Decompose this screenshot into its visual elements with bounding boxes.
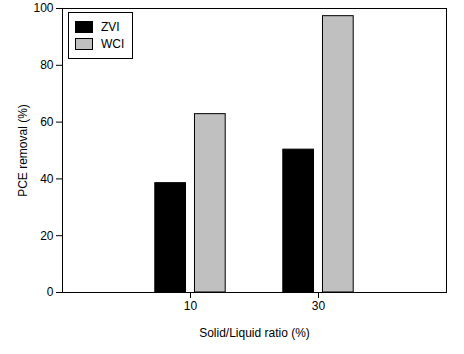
- svg-text:100: 100: [33, 1, 53, 15]
- svg-text:Solid/Liquid ratio (%): Solid/Liquid ratio (%): [199, 326, 310, 340]
- html-text:ZVI: ZVI: [101, 20, 120, 34]
- svg-text:PCE removal (%): PCE removal (%): [16, 104, 30, 197]
- svg-text:0: 0: [47, 285, 54, 299]
- svg-text:40: 40: [40, 172, 54, 186]
- svg-text:10: 10: [184, 299, 198, 313]
- svg-text:60: 60: [40, 115, 54, 129]
- svg-text:20: 20: [40, 229, 54, 243]
- html-text:WCI: WCI: [101, 37, 125, 51]
- svg-text:80: 80: [40, 58, 54, 72]
- svg-text:30: 30: [312, 299, 326, 313]
